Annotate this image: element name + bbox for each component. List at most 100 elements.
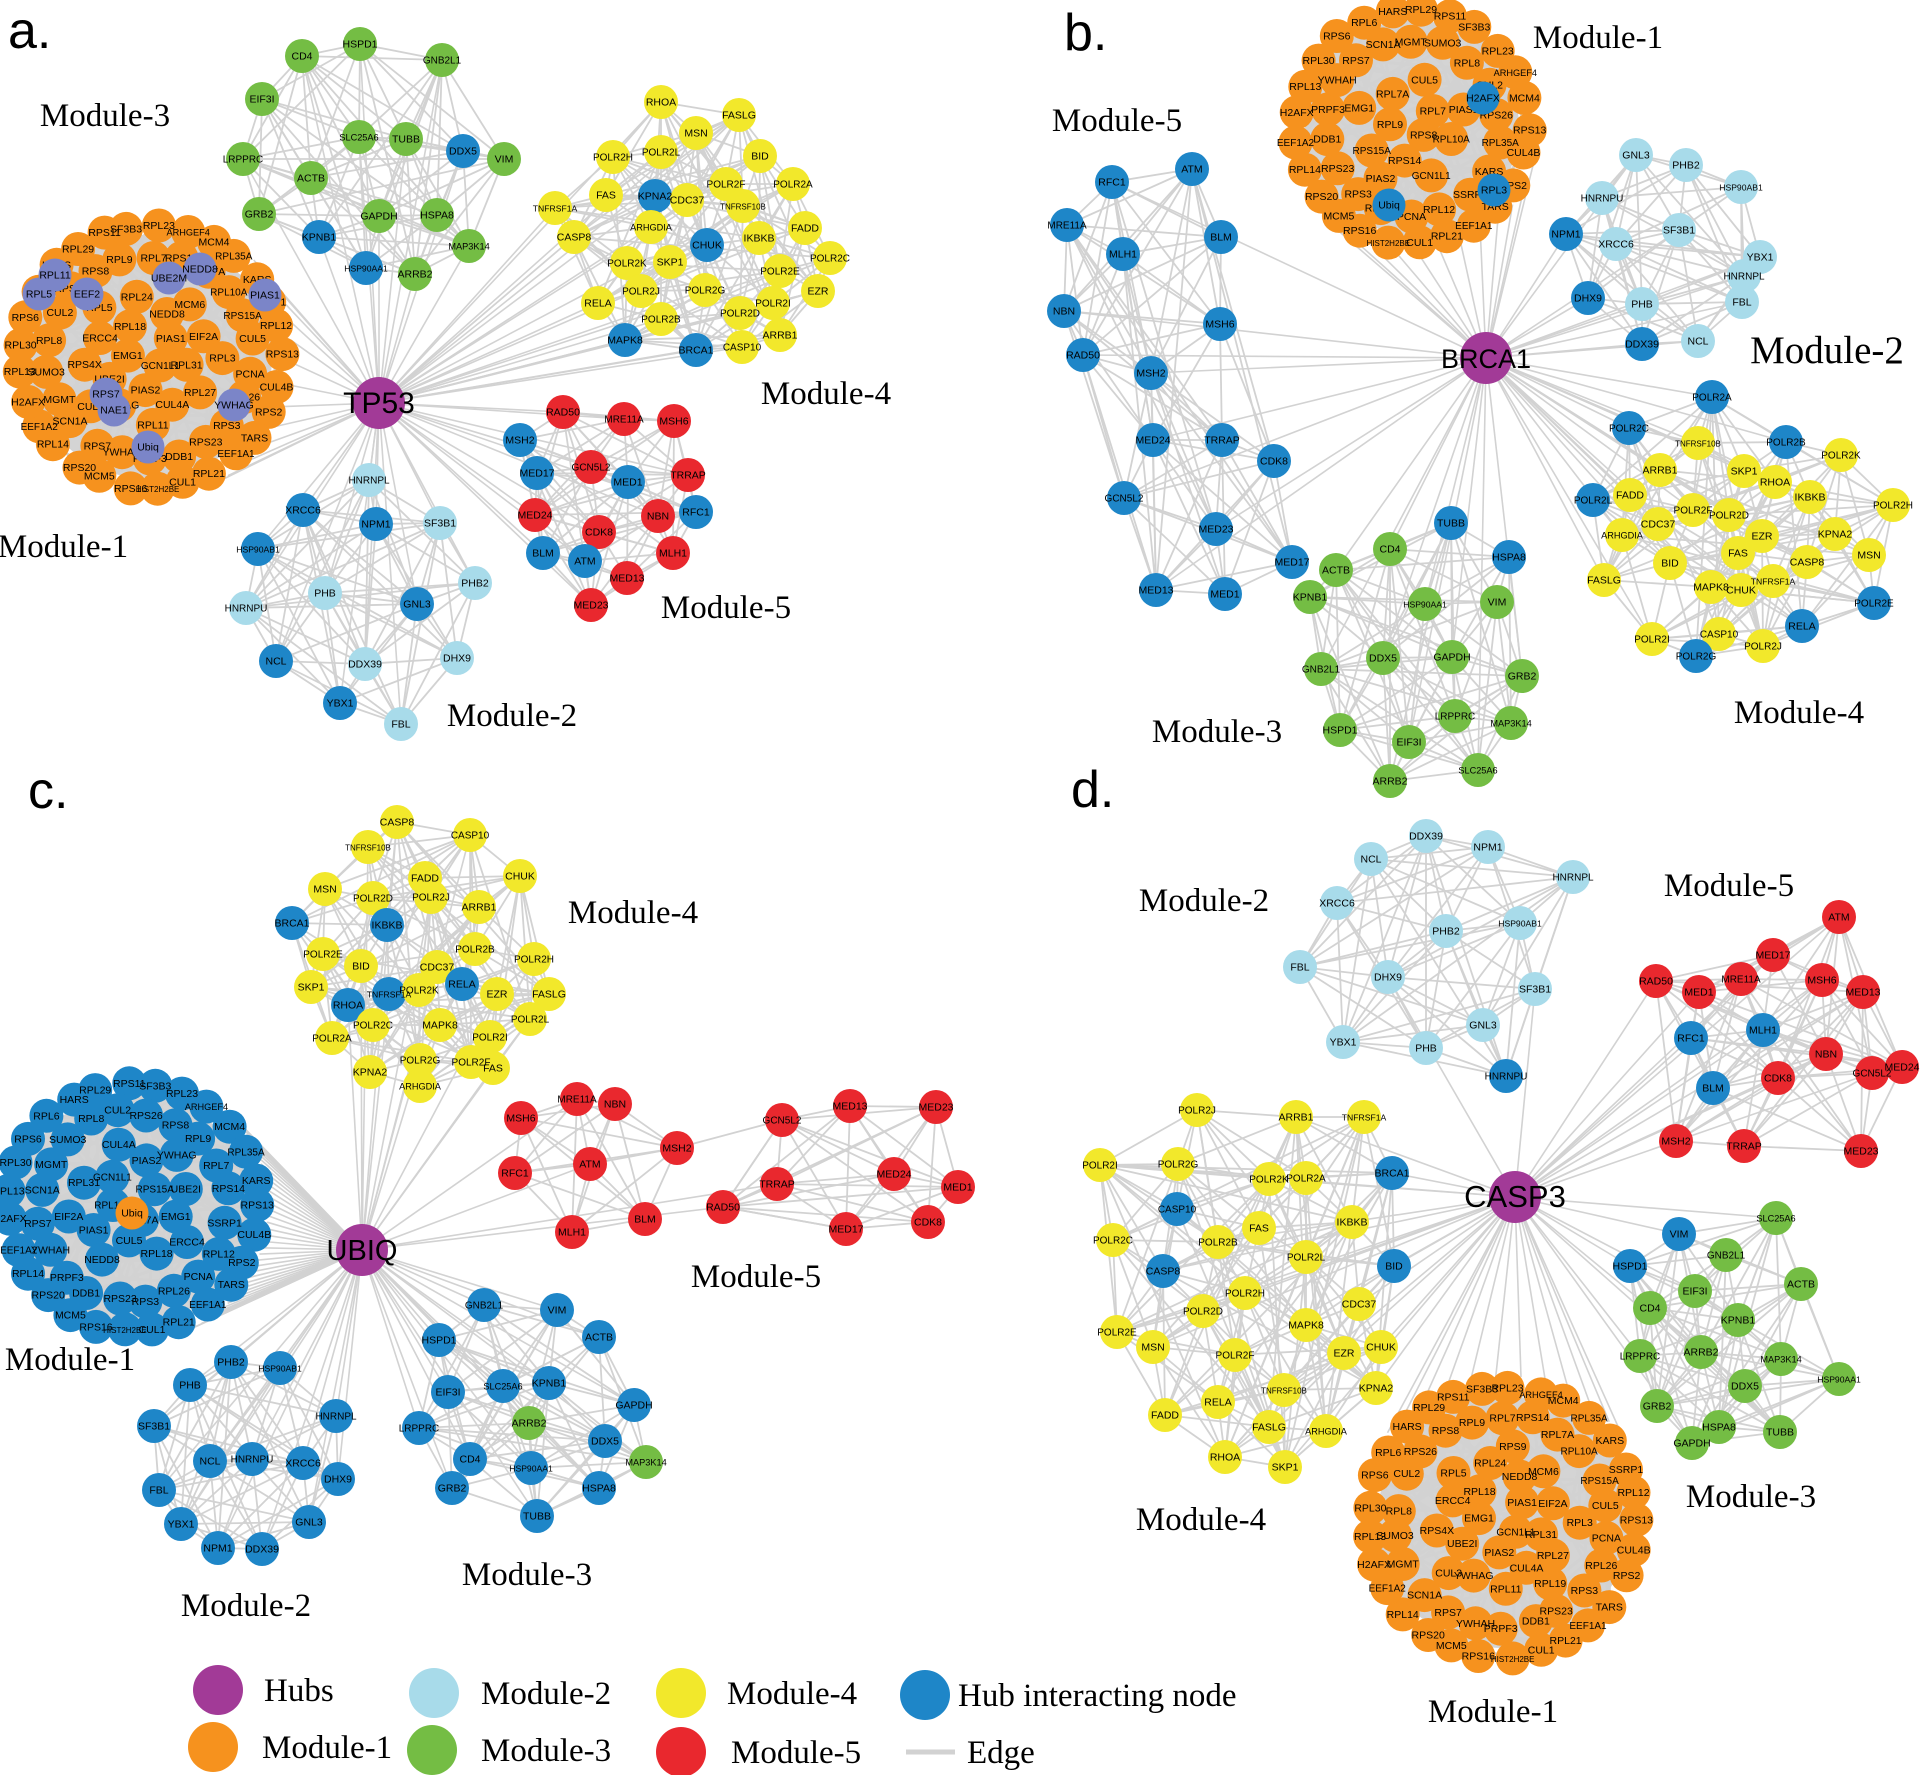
svg-text:POLR2H: POLR2H bbox=[593, 153, 633, 164]
svg-text:MED17: MED17 bbox=[519, 468, 554, 480]
svg-text:RPS20: RPS20 bbox=[1412, 1630, 1445, 1642]
svg-text:NCL: NCL bbox=[1687, 336, 1708, 348]
svg-text:TP53: TP53 bbox=[343, 387, 415, 420]
svg-text:EIF3I: EIF3I bbox=[435, 1387, 460, 1399]
svg-text:BRCA1: BRCA1 bbox=[678, 345, 713, 357]
svg-text:RPL31: RPL31 bbox=[1525, 1529, 1557, 1541]
svg-text:EMG1: EMG1 bbox=[161, 1211, 191, 1223]
svg-text:RPS8: RPS8 bbox=[162, 1120, 190, 1132]
svg-text:RAD50: RAD50 bbox=[1639, 976, 1673, 988]
svg-text:HSPA8: HSPA8 bbox=[582, 1483, 616, 1495]
svg-text:CDK8: CDK8 bbox=[1260, 456, 1288, 468]
svg-text:TNFRSF1A: TNFRSF1A bbox=[1751, 577, 1796, 587]
svg-text:RPL10A: RPL10A bbox=[1560, 1447, 1598, 1458]
svg-text:IKBKB: IKBKB bbox=[744, 233, 775, 245]
svg-text:NBN: NBN bbox=[647, 511, 669, 523]
svg-text:RPL30: RPL30 bbox=[5, 340, 37, 352]
svg-text:HSP90AA1: HSP90AA1 bbox=[344, 264, 388, 274]
svg-text:RPL18: RPL18 bbox=[114, 321, 146, 333]
svg-text:PHB2: PHB2 bbox=[1672, 160, 1700, 172]
svg-text:b.: b. bbox=[1064, 4, 1107, 62]
svg-text:ACTB: ACTB bbox=[1322, 565, 1350, 577]
svg-text:SKP1: SKP1 bbox=[1272, 1462, 1299, 1474]
svg-text:Module-3: Module-3 bbox=[1152, 714, 1282, 750]
svg-text:XRCC6: XRCC6 bbox=[285, 1458, 321, 1470]
svg-text:RPS3: RPS3 bbox=[1571, 1585, 1599, 1597]
svg-text:RPL13: RPL13 bbox=[0, 1185, 25, 1197]
svg-text:RPS3: RPS3 bbox=[1344, 189, 1372, 201]
svg-text:RPS13: RPS13 bbox=[1620, 1514, 1653, 1526]
svg-text:Module-3: Module-3 bbox=[40, 98, 170, 134]
svg-text:YWHAG: YWHAG bbox=[157, 1149, 197, 1161]
svg-text:HNRNPU: HNRNPU bbox=[231, 1455, 274, 1466]
svg-text:CUL4B: CUL4B bbox=[1617, 1544, 1651, 1556]
svg-text:LRPPRC: LRPPRC bbox=[223, 155, 264, 166]
svg-text:POLR2A: POLR2A bbox=[312, 1034, 352, 1045]
svg-text:SF3B3: SF3B3 bbox=[110, 223, 142, 235]
svg-text:LRPPRC: LRPPRC bbox=[1435, 712, 1476, 723]
svg-text:PIAS2: PIAS2 bbox=[1366, 173, 1396, 185]
svg-text:NPM1: NPM1 bbox=[1473, 842, 1502, 854]
svg-text:NCL: NCL bbox=[199, 1456, 220, 1468]
svg-text:MAP3K14: MAP3K14 bbox=[1760, 1355, 1801, 1365]
svg-text:HSPA8: HSPA8 bbox=[420, 210, 454, 222]
svg-text:TRRAP: TRRAP bbox=[759, 1179, 795, 1191]
svg-text:RAD50: RAD50 bbox=[546, 407, 580, 419]
svg-text:DDB1: DDB1 bbox=[72, 1288, 100, 1300]
svg-text:RPS7: RPS7 bbox=[1342, 55, 1370, 67]
svg-text:RPL19: RPL19 bbox=[1534, 1578, 1566, 1590]
svg-text:RPL14: RPL14 bbox=[37, 439, 69, 451]
svg-text:RFC1: RFC1 bbox=[1677, 1033, 1705, 1045]
svg-text:POLR2J: POLR2J bbox=[622, 287, 660, 298]
svg-text:RPS13: RPS13 bbox=[1513, 125, 1546, 137]
svg-text:MED17: MED17 bbox=[1274, 557, 1309, 569]
svg-text:POLR2J: POLR2J bbox=[1744, 642, 1782, 653]
svg-text:POLR2G: POLR2G bbox=[1676, 652, 1717, 663]
svg-text:MLH1: MLH1 bbox=[1109, 249, 1137, 261]
svg-text:RPS23: RPS23 bbox=[103, 1293, 136, 1305]
svg-text:MCM6: MCM6 bbox=[174, 299, 205, 311]
svg-text:FAS: FAS bbox=[1728, 548, 1748, 560]
svg-text:BLM: BLM bbox=[634, 1214, 656, 1226]
svg-text:FASLG: FASLG bbox=[1252, 1422, 1286, 1434]
svg-text:RPL21: RPL21 bbox=[1431, 231, 1463, 243]
svg-text:ARRB1: ARRB1 bbox=[1642, 465, 1677, 477]
svg-text:PHB2: PHB2 bbox=[1432, 926, 1460, 938]
svg-text:CDC37: CDC37 bbox=[1342, 1299, 1377, 1311]
svg-text:RPS4X: RPS4X bbox=[67, 359, 101, 371]
svg-text:ARRB1: ARRB1 bbox=[461, 902, 496, 914]
svg-text:POLR2C: POLR2C bbox=[810, 254, 850, 265]
svg-text:CUL2: CUL2 bbox=[46, 307, 73, 319]
svg-text:GNL3: GNL3 bbox=[295, 1517, 323, 1529]
svg-text:MED1: MED1 bbox=[1210, 589, 1239, 601]
svg-text:Module-4: Module-4 bbox=[1136, 1502, 1266, 1538]
svg-text:RPS7: RPS7 bbox=[1434, 1607, 1462, 1619]
svg-text:MCM4: MCM4 bbox=[1548, 1395, 1579, 1407]
svg-text:RPL5: RPL5 bbox=[1440, 1468, 1466, 1480]
svg-text:Edge: Edge bbox=[967, 1735, 1035, 1771]
svg-text:MSH6: MSH6 bbox=[1205, 319, 1234, 331]
svg-text:EZR: EZR bbox=[1334, 1348, 1355, 1360]
svg-text:POLR2B: POLR2B bbox=[455, 945, 495, 956]
svg-text:XRCC6: XRCC6 bbox=[285, 505, 321, 517]
svg-text:ARHGDIA: ARHGDIA bbox=[1305, 1427, 1348, 1437]
svg-text:YWHAH: YWHAH bbox=[1318, 75, 1357, 87]
svg-text:MED23: MED23 bbox=[1843, 1146, 1878, 1158]
svg-text:MCM5: MCM5 bbox=[1323, 210, 1354, 222]
svg-text:RPL12: RPL12 bbox=[1423, 204, 1455, 216]
svg-text:ERCC4: ERCC4 bbox=[82, 333, 118, 345]
svg-text:TUBB: TUBB bbox=[392, 134, 420, 146]
svg-text:XRCC6: XRCC6 bbox=[1598, 239, 1634, 251]
svg-text:POLR2L: POLR2L bbox=[1287, 1253, 1326, 1264]
svg-text:RPL6: RPL6 bbox=[1375, 1447, 1401, 1459]
svg-text:MAPK8: MAPK8 bbox=[1288, 1320, 1324, 1332]
svg-text:RPS14: RPS14 bbox=[212, 1183, 245, 1195]
svg-text:CUL1: CUL1 bbox=[1406, 237, 1433, 249]
svg-text:PCNA: PCNA bbox=[1592, 1533, 1621, 1545]
svg-text:DDB1: DDB1 bbox=[165, 451, 193, 463]
svg-text:PIAS1: PIAS1 bbox=[79, 1225, 109, 1237]
svg-text:POLR2A: POLR2A bbox=[1286, 1174, 1326, 1185]
svg-text:Module-1: Module-1 bbox=[262, 1730, 392, 1766]
svg-text:RPL35A: RPL35A bbox=[1570, 1413, 1608, 1424]
svg-text:RPS26: RPS26 bbox=[129, 1110, 162, 1122]
